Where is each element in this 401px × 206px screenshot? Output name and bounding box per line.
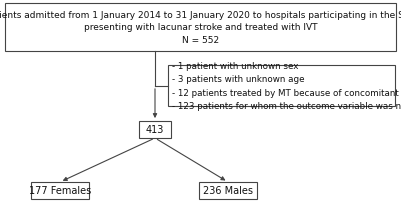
Text: - 1 patient with unknown sex
- 3 patients with unknown age
- 12 patients treated: - 1 patient with unknown sex - 3 patient…	[172, 62, 401, 110]
Text: 236 Males: 236 Males	[203, 186, 253, 195]
Bar	[31, 182, 89, 199]
Bar	[199, 182, 257, 199]
Bar	[168, 66, 395, 107]
Bar	[139, 121, 171, 138]
Text: 413: 413	[146, 125, 164, 135]
Text: Patients admitted from 1 January 2014 to 31 January 2020 to hospitals participat: Patients admitted from 1 January 2014 to…	[0, 11, 401, 45]
Text: 177 Females: 177 Females	[29, 186, 91, 195]
Bar	[5, 4, 396, 52]
